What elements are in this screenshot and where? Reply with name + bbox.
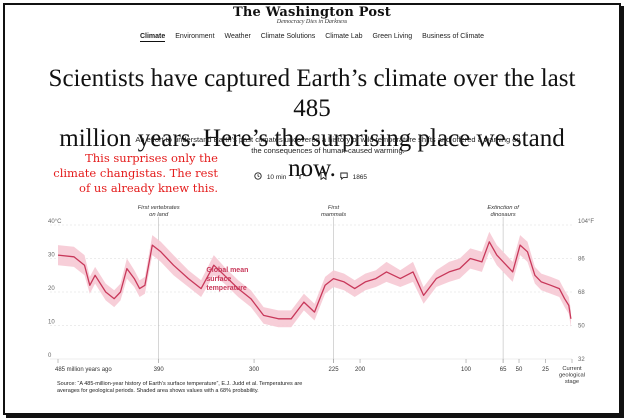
temperature-line bbox=[57, 241, 572, 320]
x-tick-label: 200 bbox=[355, 367, 366, 373]
site-tagline: Democracy Dies in Darkness bbox=[276, 19, 348, 25]
x-tick-label: 300 bbox=[249, 367, 260, 373]
y-tick-label-c: 30 bbox=[48, 253, 55, 259]
annotation-line-2: climate changistas. The rest bbox=[53, 166, 218, 180]
image-border bbox=[3, 3, 621, 415]
article-headline: Scientists have captured Earth’s climate… bbox=[40, 64, 584, 184]
nav-item-environment[interactable]: Environment bbox=[175, 33, 215, 40]
dek-line-1: An effort to understand Earth’s past cli… bbox=[135, 135, 521, 144]
headline-line-2: million years. Here’s the surprising pla… bbox=[59, 125, 565, 182]
x-tick-label: 225 bbox=[329, 367, 340, 373]
comment-icon[interactable] bbox=[340, 172, 350, 181]
x-tick-label: 65 bbox=[500, 367, 507, 373]
x-tick-label: 485 million years ago bbox=[55, 367, 112, 373]
source-line-2: averages for geological periods. Shaded … bbox=[57, 388, 259, 394]
uncertainty-band bbox=[58, 231, 571, 328]
y-tick-label-c: 0 bbox=[48, 353, 52, 359]
article-dek: An effort to understand Earth’s past cli… bbox=[118, 134, 538, 156]
event-label: Extinction of bbox=[487, 205, 520, 211]
nav-item-business-of-climate[interactable]: Business of Climate bbox=[422, 33, 485, 40]
series-label: surface bbox=[206, 276, 231, 283]
x-tick-label: 100 bbox=[461, 367, 472, 373]
y-tick-label-c: 10 bbox=[48, 320, 55, 326]
chart-source: Source: “A 485-million-year history of E… bbox=[57, 381, 357, 395]
source-line-1: Source: “A 485-million-year history of E… bbox=[57, 381, 303, 387]
event-label: on land bbox=[149, 212, 169, 218]
series-label: Global mean bbox=[206, 267, 248, 274]
nav-item-climate-lab[interactable]: Climate Lab bbox=[325, 33, 363, 40]
x-tick-label: 50 bbox=[516, 367, 523, 373]
annotation-line-3: of us already knew this. bbox=[79, 181, 218, 195]
headline-line-1: Scientists have captured Earth’s climate… bbox=[48, 65, 576, 122]
x-tick-label: 390 bbox=[154, 367, 165, 373]
bookmark-icon[interactable] bbox=[320, 172, 329, 181]
share-icon[interactable] bbox=[299, 172, 309, 181]
x-tick-label: stage bbox=[565, 379, 579, 385]
y-tick-label-f: 86 bbox=[578, 257, 585, 263]
nav-item-climate[interactable]: Climate bbox=[139, 33, 166, 42]
annotation-line-1: This surprises only the bbox=[85, 151, 218, 165]
nav-item-climate-solutions[interactable]: Climate Solutions bbox=[260, 33, 316, 40]
section-nav: Climate Environment Weather Climate Solu… bbox=[0, 33, 624, 42]
y-tick-label-c: 20 bbox=[48, 286, 55, 292]
y-tick-label-f: 68 bbox=[578, 290, 585, 296]
y-tick-label-f: 32 bbox=[578, 357, 585, 363]
read-time: 10 min bbox=[266, 174, 287, 181]
series-label: temperature bbox=[206, 285, 247, 292]
event-label: First bbox=[328, 205, 340, 211]
event-label: First vertebrates bbox=[138, 205, 180, 211]
article-tools: 10 min 1865 bbox=[254, 172, 378, 181]
x-tick-label: 25 bbox=[542, 367, 549, 373]
event-label: dinosaurs bbox=[491, 212, 516, 218]
nav-item-green-living[interactable]: Green Living bbox=[372, 33, 413, 40]
event-label: mammals bbox=[321, 212, 346, 218]
y-tick-label-f: 50 bbox=[578, 324, 585, 330]
clock-icon bbox=[254, 172, 264, 181]
x-tick-label: geological bbox=[559, 373, 585, 379]
site-logo[interactable]: The Washington Post bbox=[233, 5, 391, 20]
comment-count[interactable]: 1865 bbox=[352, 174, 368, 181]
x-tick-label: Current bbox=[562, 366, 582, 372]
y-tick-label-f: 104°F bbox=[578, 219, 594, 225]
dek-line-2: the consequences of human-caused warming… bbox=[251, 146, 405, 155]
red-annotation: This surprises only the climate changist… bbox=[18, 151, 218, 196]
nav-item-weather[interactable]: Weather bbox=[224, 33, 251, 40]
y-tick-label-c: 40°C bbox=[48, 219, 62, 225]
